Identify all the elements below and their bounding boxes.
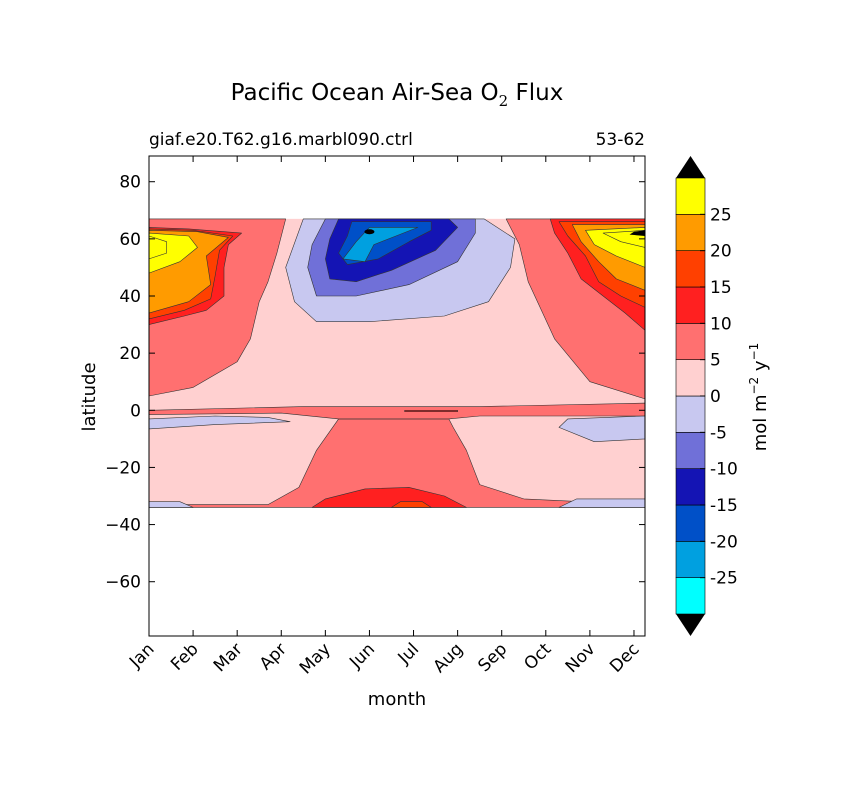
colorbar-label: mol m−2 y−1: [747, 343, 771, 452]
y-tick-label: 80: [119, 173, 141, 193]
colorbar: 25 20 15 10 5 0 -5 -10 -15 -20 -25: [675, 156, 738, 636]
colorbar-tick-label: -25: [710, 569, 738, 589]
x-tick-label: Jun: [345, 639, 379, 673]
colorbar-segment: [675, 395, 706, 433]
x-tick-label: Sep: [474, 639, 511, 676]
y-tick-label: −20: [105, 458, 141, 478]
y-tick-label: 40: [119, 287, 141, 307]
x-axis-label: month: [368, 689, 426, 710]
colorbar-tick-label: 0: [710, 387, 721, 407]
colorbar-segment: [675, 432, 706, 469]
colorbar-extend-top: [676, 156, 705, 178]
colorbar-segment: [675, 541, 706, 578]
colorbar-segment: [675, 468, 706, 506]
y-tick-label: 60: [119, 230, 141, 250]
chart-title: Pacific Ocean Air-Sea O2 Flux: [231, 80, 564, 110]
colorbar-tick-label: 10: [710, 314, 732, 334]
subtitle-left: giaf.e20.T62.g16.marbl090.ctrl: [149, 130, 413, 150]
contour-south-red-core: [391, 501, 432, 508]
colorbar-segment: [675, 250, 706, 288]
x-tick-label: Jul: [394, 639, 423, 668]
contour-maximum-core: [629, 230, 645, 236]
contour-positive-equatorial: [148, 402, 646, 420]
y-tick-label: −60: [105, 573, 141, 593]
colorbar-extend-bottom: [676, 614, 705, 636]
colorbar-tick-label: 20: [710, 242, 732, 262]
x-tick-label: Mar: [210, 639, 247, 676]
colorbar-tick-label: 25: [710, 205, 732, 225]
x-tick-label: Aug: [430, 639, 468, 677]
x-tick-label: Oct: [520, 639, 555, 674]
colorbar-segment: [675, 214, 706, 251]
x-tick-label: Apr: [256, 639, 291, 674]
colorbar-tick-label: -15: [710, 496, 738, 516]
colorbar-tick-label: -20: [710, 532, 738, 552]
contour-plot-area: Jan Feb Mar Apr May Jun Jul Aug Sep Oct Nov Dec 80 6…: [105, 155, 646, 678]
contour-regions: [148, 218, 646, 508]
x-tick-label: May: [296, 639, 335, 678]
colorbar-segment: [675, 504, 706, 542]
subtitle-right: 53-62: [596, 130, 645, 150]
y-tick-label: 0: [130, 401, 141, 421]
y-tick-label: 20: [119, 344, 141, 364]
contour-south-pink-blob: [311, 487, 467, 508]
x-tick-label: Jan: [125, 639, 158, 672]
x-tick-label: Feb: [167, 639, 202, 674]
colorbar-tick-label: 5: [710, 351, 721, 371]
contour-minimum-core: [364, 229, 375, 235]
colorbar-tick-label: -10: [710, 460, 738, 480]
contour-equator-red-line: [404, 409, 458, 413]
colorbar-segment: [675, 359, 706, 397]
contour-north-negative-25: [342, 227, 419, 263]
x-tick-label: Dec: [606, 639, 643, 676]
colorbar-segment: [675, 577, 706, 615]
colorbar-segment: [675, 286, 706, 324]
plot-frame: [148, 155, 646, 637]
colorbar-tick-label: 15: [710, 278, 732, 298]
y-axis-label: latitude: [79, 362, 100, 431]
colorbar-segment: [675, 323, 706, 360]
colorbar-tick-label: -5: [710, 423, 727, 443]
y-axis-ticks: 80 60 40 20 0 −20 −40 −60: [105, 173, 645, 593]
x-tick-label: Nov: [562, 639, 600, 677]
colorbar-segment: [675, 177, 706, 215]
y-tick-label: −40: [105, 516, 141, 536]
